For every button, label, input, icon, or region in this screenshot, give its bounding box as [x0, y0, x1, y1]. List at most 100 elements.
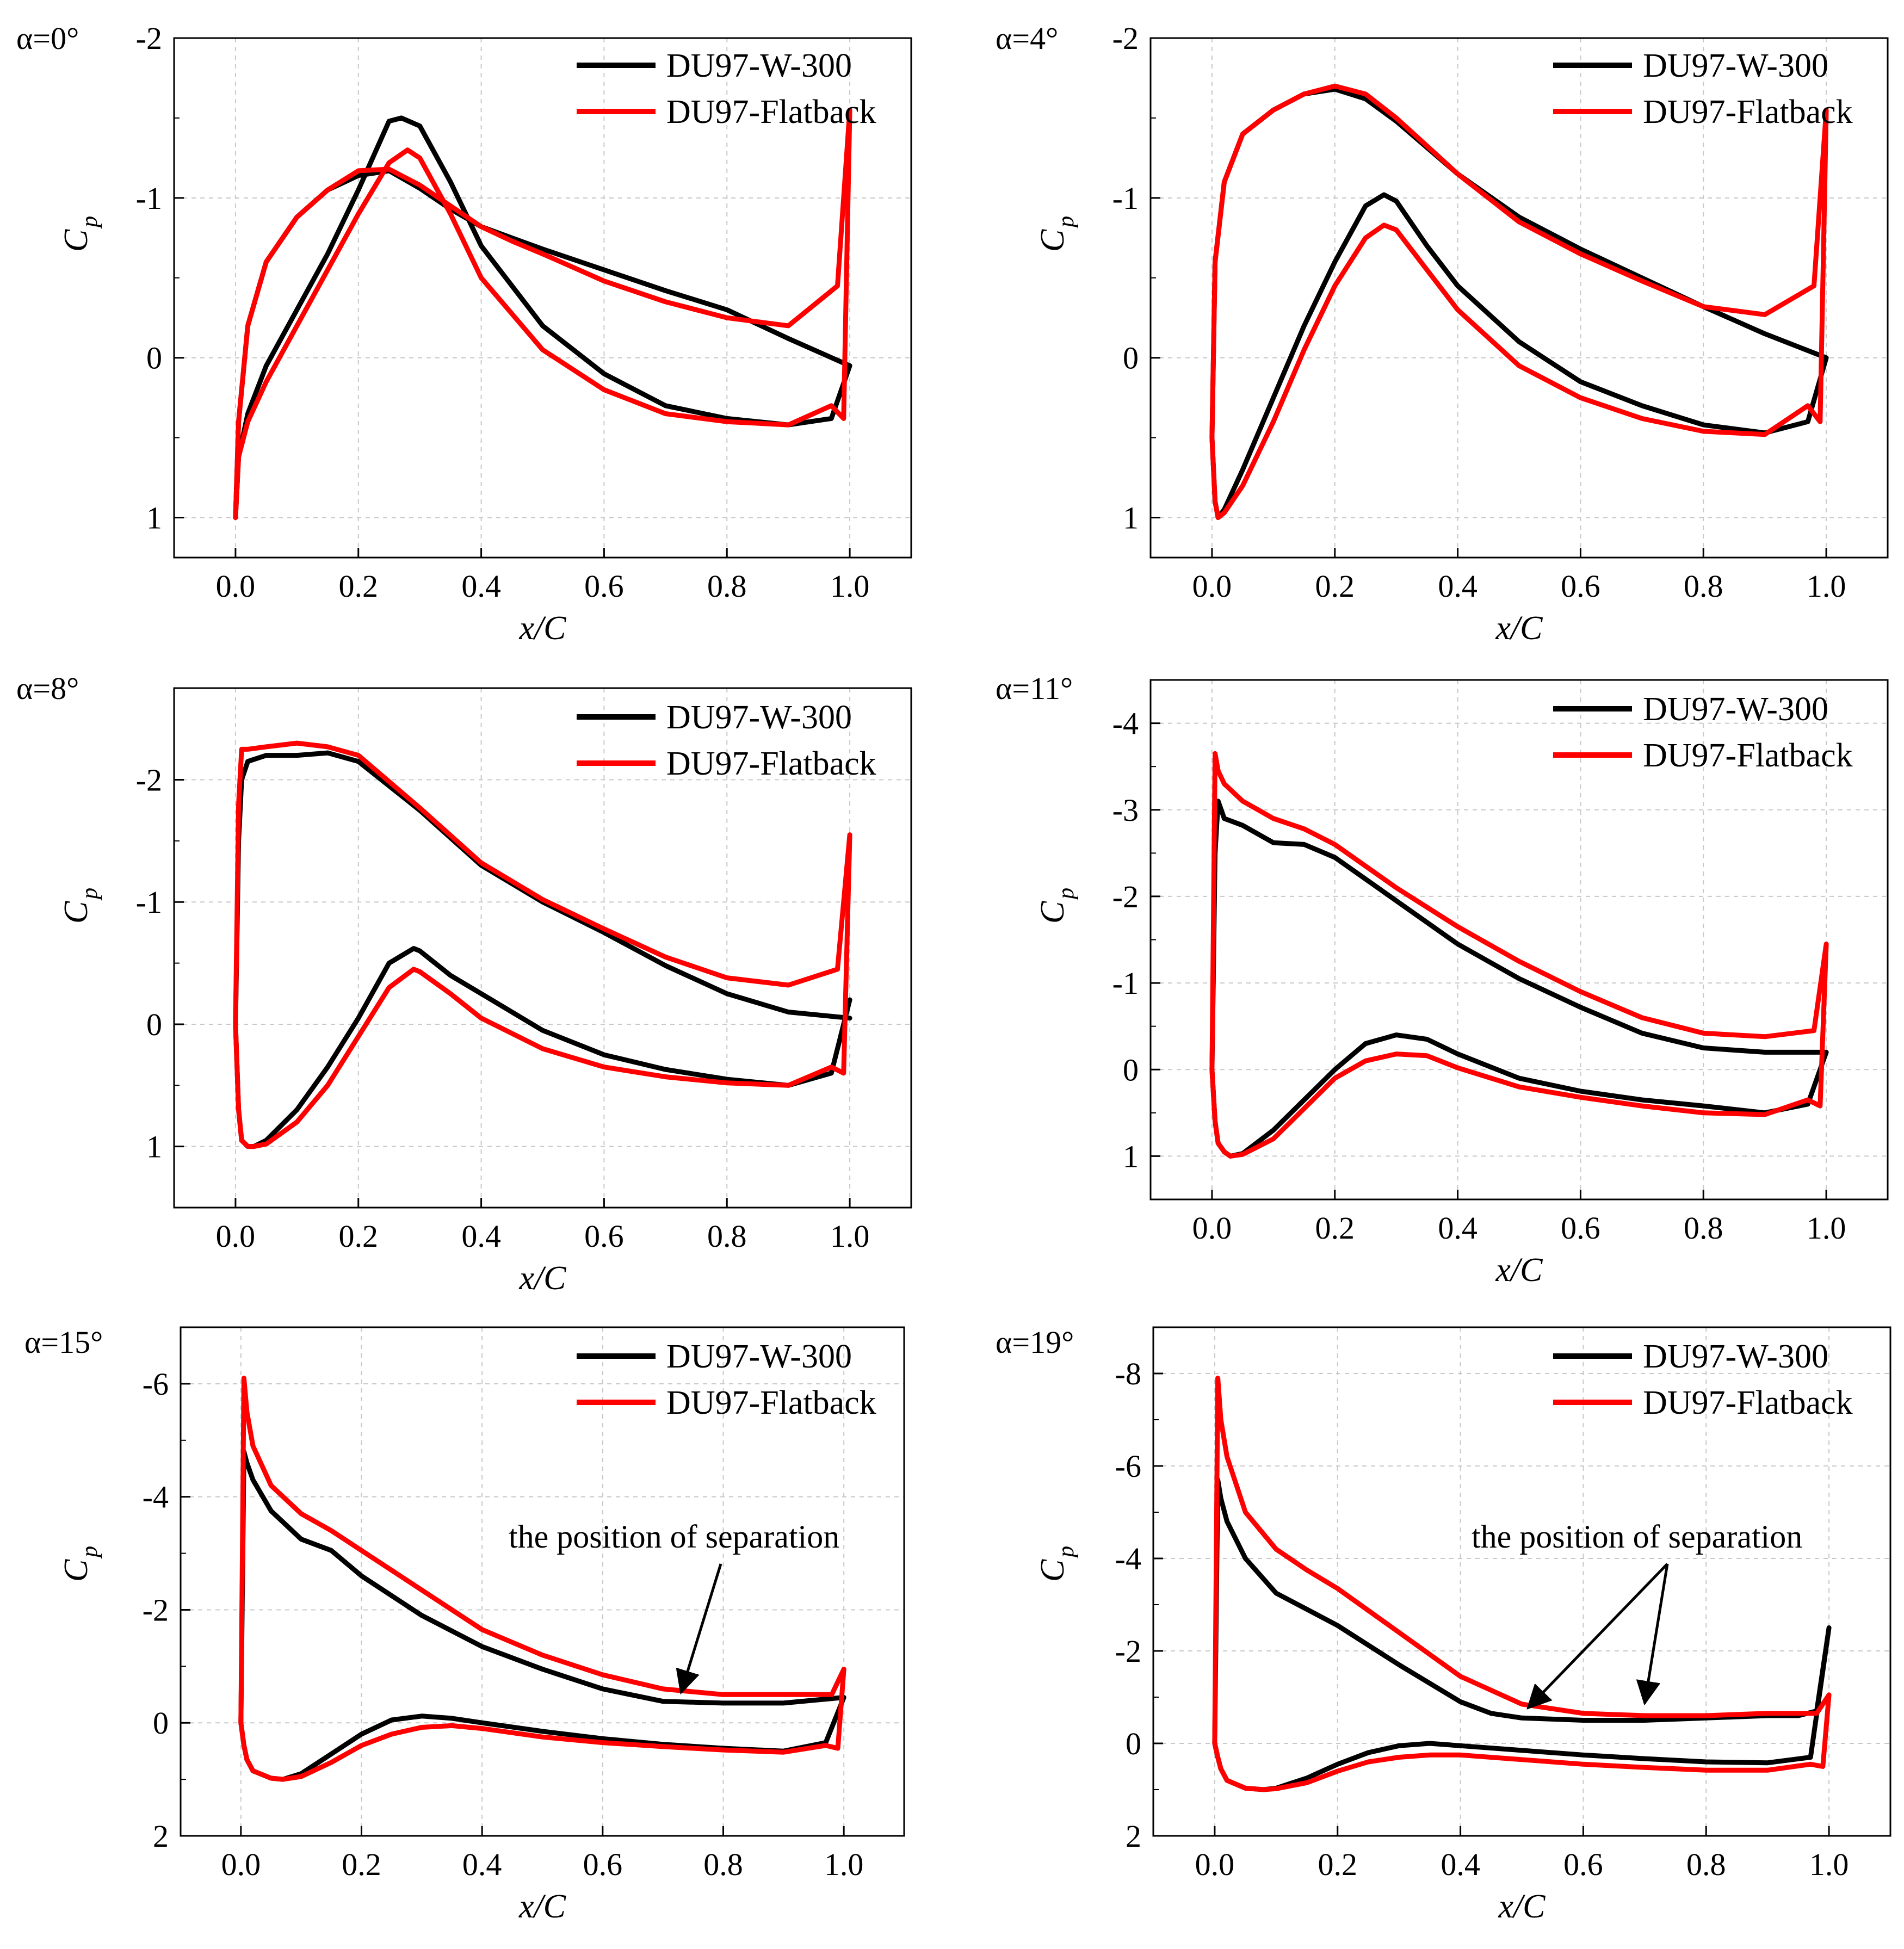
legend-label: DU97-W-300	[666, 699, 852, 736]
panel-angle-label: α=15°	[24, 1325, 103, 1360]
x-tick-label: 0.4	[462, 1847, 502, 1882]
series-line-du97-w-300	[1209, 86, 1829, 520]
x-tick-label: 0.0	[216, 568, 256, 604]
y-tick-label: 1	[146, 500, 162, 536]
legend-label: DU97-Flatback	[1643, 1384, 1853, 1421]
panel-angle-label: α=11°	[996, 671, 1073, 706]
annotation-label: the position of separation	[509, 1519, 839, 1555]
x-tick-label: 0.2	[1315, 1210, 1355, 1246]
y-axis-title-subscript: p	[1054, 888, 1079, 901]
y-tick-label: -4	[1115, 1541, 1141, 1576]
x-axis-title: x/C	[1495, 1252, 1543, 1289]
x-tick-label: 0.4	[1441, 1847, 1480, 1882]
x-axis-title: x/C	[1498, 1888, 1546, 1925]
legend-label: DU97-W-300	[1643, 1338, 1828, 1375]
x-tick-label: 0.8	[707, 568, 747, 604]
legend-label: DU97-W-300	[1643, 47, 1828, 84]
y-tick-label: -2	[1115, 1634, 1141, 1669]
x-tick-label: 0.6	[583, 1847, 623, 1882]
y-axis-title-main: Cp	[1034, 216, 1079, 252]
y-axis-title-main: Cp	[58, 216, 102, 252]
y-tick-label: -2	[143, 1592, 169, 1628]
x-tick-label: 0.4	[1438, 1210, 1478, 1246]
plot-frame	[1152, 1326, 1891, 1837]
y-tick-label: 1	[1123, 500, 1139, 536]
y-tick-label: -3	[1112, 793, 1139, 828]
legend-label: DU97-Flatback	[1643, 737, 1853, 774]
x-tick-label: 1.0	[830, 568, 870, 604]
x-tick-label: 1.0	[830, 1218, 870, 1254]
y-tick-label: 0	[1123, 341, 1139, 376]
annotation-arrow	[1526, 1563, 1668, 1710]
y-axis-title: Cp	[1034, 1546, 1079, 1582]
x-tick-label: 1.0	[1809, 1847, 1849, 1882]
y-tick-label: 0	[1123, 1052, 1139, 1087]
legend-label: DU97-W-300	[666, 47, 852, 84]
y-axis-title-main: Cp	[58, 888, 102, 924]
chart-panel-4: 0.0 0.2 0.4 0.6 0.8 1.0 -4 -3 -2 -1 0 1 α=11° x/C Cp DU…	[996, 671, 1889, 1289]
y-tick-label: -2	[1112, 879, 1139, 914]
y-axis-title-subscript: p	[77, 888, 102, 901]
y-tick-label: 0	[153, 1705, 169, 1741]
x-tick-label: 0.6	[584, 568, 624, 604]
x-tick-label: 0.8	[707, 1218, 747, 1254]
y-tick-label: -1	[1112, 966, 1139, 1001]
y-tick-label: 0	[146, 1007, 162, 1042]
legend-label: DU97-W-300	[666, 1338, 852, 1375]
series-line-du97-w-300	[238, 1449, 846, 1782]
plot-frame	[180, 1326, 905, 1837]
x-tick-label: 1.0	[1807, 568, 1846, 604]
y-tick-label: -1	[1112, 181, 1139, 216]
y-tick-label: -2	[136, 763, 162, 798]
y-tick-label: -2	[1112, 21, 1139, 56]
chart-panel-1: 0.0 0.2 0.4 0.6 0.8 1.0 -2 -1 0 1 α=0° x/C Cp DU97-W-…	[16, 21, 912, 647]
y-tick-label: 0	[146, 341, 162, 376]
chart-panel-3: 0.0 0.2 0.4 0.6 0.8 1.0 -2 -1 0 1 α=8° x/C Cp DU97-W-…	[16, 671, 912, 1297]
x-tick-label: 0.2	[1318, 1847, 1358, 1882]
y-tick-label: -2	[136, 21, 162, 56]
x-axis-title: x/C	[518, 1260, 566, 1297]
series-line-du97-w-300	[1209, 799, 1829, 1159]
x-tick-label: 0.6	[1563, 1847, 1603, 1882]
x-tick-label: 0.2	[339, 568, 379, 604]
y-axis-title-main: Cp	[1034, 888, 1079, 924]
y-tick-label: -6	[1115, 1449, 1141, 1484]
plot-frame	[1149, 37, 1889, 559]
y-axis-title-subscript: p	[1054, 216, 1079, 229]
x-tick-label: 0.2	[342, 1847, 381, 1882]
series-line-du97-flatback	[238, 1376, 846, 1782]
y-tick-label: 2	[153, 1818, 169, 1854]
legend-label: DU97-Flatback	[666, 745, 876, 782]
y-axis-title: Cp	[1034, 888, 1079, 924]
x-tick-label: 0.8	[1686, 1847, 1726, 1882]
plot-frame	[173, 37, 912, 559]
y-tick-label: -1	[136, 181, 162, 216]
x-tick-label: 0.0	[1195, 1847, 1235, 1882]
y-axis-title-subscript: p	[77, 1546, 102, 1559]
y-axis-title-subscript: p	[77, 216, 102, 229]
x-tick-label: 1.0	[824, 1847, 864, 1882]
y-tick-label: -4	[143, 1480, 169, 1515]
y-axis-title-main: Cp	[1034, 1546, 1079, 1582]
x-axis-title: x/C	[518, 1888, 566, 1925]
y-axis-title: Cp	[1034, 216, 1079, 252]
x-tick-label: 0.4	[461, 1218, 501, 1254]
series-line-du97-flatback	[1212, 1376, 1832, 1792]
annotation-label: the position of separation	[1472, 1519, 1802, 1555]
x-tick-label: 0.6	[584, 1218, 624, 1254]
annotation-arrow	[1636, 1563, 1669, 1706]
y-axis-title-subscript: p	[1054, 1546, 1079, 1559]
chart-panel-6: 0.0 0.2 0.4 0.6 0.8 1.0 -8 -6 -4 -2 0 2 α=19° x/C Cp DU…	[996, 1325, 1891, 1925]
x-tick-label: 0.8	[703, 1847, 743, 1882]
y-axis-title-main: Cp	[58, 1546, 102, 1582]
chart-panel-5: 0.0 0.2 0.4 0.6 0.8 1.0 -6 -4 -2 0 2 α=15° x/C Cp DU97…	[24, 1325, 905, 1925]
x-tick-label: 0.0	[1192, 1210, 1232, 1246]
x-tick-label: 0.2	[1315, 568, 1355, 604]
y-tick-label: -1	[136, 884, 162, 920]
panel-angle-label: α=0°	[16, 21, 79, 56]
y-tick-label: -4	[1112, 706, 1139, 741]
y-axis-title: Cp	[58, 216, 102, 252]
x-tick-label: 0.8	[1684, 1210, 1723, 1246]
chart-panel-2: 0.0 0.2 0.4 0.6 0.8 1.0 -2 -1 0 1 α=4° x/C Cp DU97-W-…	[996, 21, 1889, 647]
